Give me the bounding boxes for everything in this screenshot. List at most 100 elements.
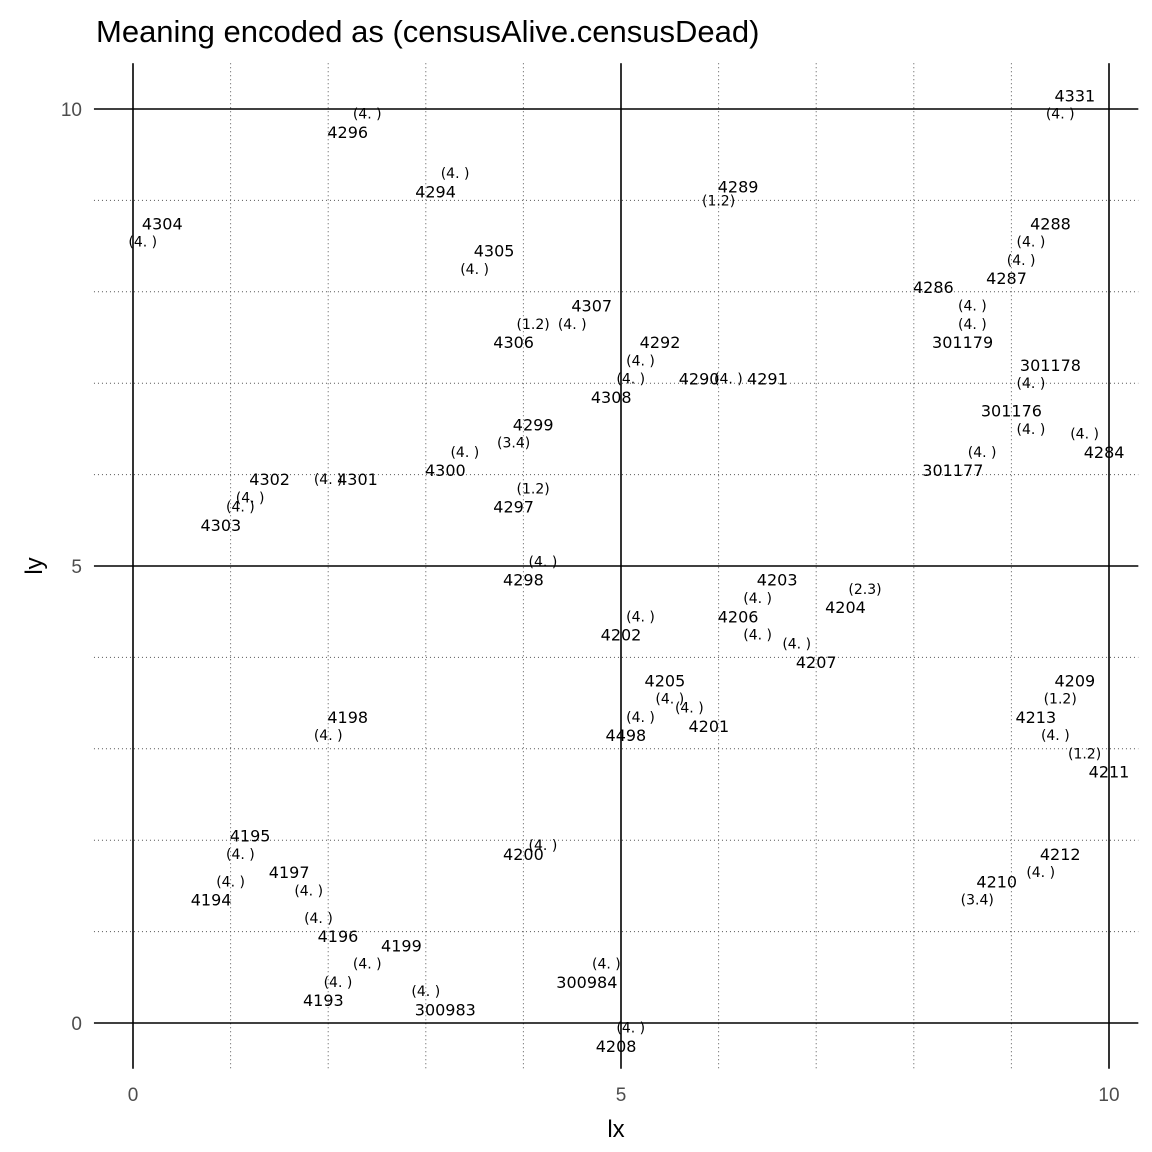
data-point: 4210 (3.4): [961, 872, 1017, 908]
data-point: 4212(4. ): [1026, 845, 1080, 881]
point-meaning-label: (4. ): [958, 299, 987, 315]
point-id-label: 4300: [425, 461, 466, 480]
point-id-label: 300984: [556, 973, 617, 992]
point-id-label: 4306: [493, 333, 534, 352]
point-meaning-label: (4. ): [353, 107, 382, 123]
data-point: 4307(4. ): [558, 297, 612, 333]
point-meaning-label: (4. ): [616, 372, 645, 388]
point-meaning-label: (1.2): [1044, 692, 1077, 708]
data-point: 4194(4. ): [191, 874, 245, 909]
data-point: 4304 (4. ): [128, 214, 182, 250]
chart-title: Meaning encoded as (censusAlive.censusDe…: [96, 14, 759, 49]
data-point: 4305(4. ): [460, 242, 514, 278]
point-id-label: 4211: [1089, 763, 1130, 782]
y-tick-label: 0: [71, 1014, 82, 1035]
point-id-label: 4203: [757, 571, 798, 590]
point-meaning-label: (4. ): [441, 166, 470, 182]
point-meaning-label: (4. ): [1070, 426, 1099, 442]
point-meaning-label: (4. ): [743, 628, 772, 644]
point-id-label: 4286: [913, 278, 954, 297]
point-id-label: 4193: [303, 991, 344, 1010]
data-point: 4203(4. ): [743, 571, 797, 607]
point-meaning-label: (4. ): [216, 874, 245, 890]
point-meaning-label: (4. ): [1007, 253, 1036, 269]
point-meaning-label: (4. ): [958, 317, 987, 333]
point-id-label: 4287: [986, 269, 1027, 288]
data-point: 4198(4. ): [314, 708, 368, 744]
point-id-label: 4303: [200, 516, 241, 535]
data-point: 4202(4. ): [601, 609, 655, 644]
point-meaning-label: (4. ): [626, 609, 655, 625]
data-point: 4294(4. ): [415, 166, 469, 201]
point-id-label: 4307: [571, 297, 612, 316]
point-id-label: 301179: [932, 333, 993, 352]
point-id-label: 4196: [318, 927, 359, 946]
point-id-label: 300983: [415, 1000, 476, 1019]
point-id-label: 4302: [249, 470, 290, 489]
x-tick-label: 10: [1098, 1085, 1119, 1106]
point-id-label: 4206: [718, 607, 759, 626]
data-point: 4288 (4. ): [1017, 214, 1071, 250]
point-id-label: 4290: [679, 370, 720, 389]
point-meaning-label: (1.2): [517, 317, 550, 333]
point-meaning-label: (4. ): [626, 353, 655, 369]
point-id-label: 4200: [503, 845, 544, 864]
point-meaning-label: (4. ): [450, 445, 479, 461]
point-id-label: 4298: [503, 571, 544, 590]
point-meaning-label: (1.2): [517, 481, 550, 497]
data-point: 4302(4. ): [236, 470, 290, 506]
data-point: 4286(4. ): [913, 278, 987, 314]
data-point: 4308: [591, 388, 632, 407]
x-tick-label: 5: [616, 1085, 627, 1106]
data-point: 4298(4. ): [503, 554, 557, 589]
point-id-label: 4210: [976, 872, 1017, 891]
data-point: 4200(4. ): [503, 838, 557, 864]
point-id-label: 4308: [591, 388, 632, 407]
data-point: 4197(4. ): [269, 863, 323, 899]
point-meaning-label: (4. ): [1017, 376, 1046, 392]
point-id-label: 4204: [825, 598, 866, 617]
data-point: 4196(4. ): [304, 911, 358, 946]
point-meaning-label: (4. ): [226, 847, 255, 863]
point-id-label: 4301: [337, 470, 378, 489]
point-meaning-label: (3.4): [961, 893, 994, 909]
data-point: 4199 (4. ): [353, 936, 422, 972]
point-meaning-label: (4. ): [128, 235, 157, 251]
data-point: 4193(4. ): [303, 975, 352, 1010]
point-id-label: 4292: [640, 333, 681, 352]
data-point: 4299 (3.4): [497, 415, 553, 451]
point-meaning-label: (4. ): [529, 554, 558, 570]
point-id-label: 4289: [718, 178, 759, 197]
data-point: 4201(4. ): [675, 701, 729, 736]
data-point: 301176(4. ): [981, 402, 1045, 438]
point-meaning-label: (4. ): [782, 637, 811, 653]
point-meaning-label: (4. ): [294, 883, 323, 899]
data-point: 4204(2.3): [825, 582, 881, 617]
point-meaning-label: (4. ): [675, 701, 704, 717]
data-point: 4209 (1.2): [1044, 671, 1096, 707]
point-meaning-label: (4. ): [411, 984, 440, 1000]
point-meaning-label: (4. ): [460, 262, 489, 278]
data-point: 4207(4. ): [782, 637, 836, 672]
data-point: 4290(4. ): [679, 370, 743, 389]
y-axis-title: ly: [21, 557, 48, 574]
point-meaning-label: (1.2): [1068, 746, 1101, 762]
point-id-label: 4205: [645, 671, 686, 690]
point-meaning-label: (2.3): [848, 582, 881, 598]
point-id-label: 4212: [1040, 845, 1081, 864]
point-meaning-label: (4. ): [529, 838, 558, 854]
data-point: 4292(4. ): [626, 333, 680, 369]
point-id-label: 4198: [327, 708, 368, 727]
point-id-label: 4202: [601, 626, 642, 645]
point-meaning-label: (4. ): [1041, 728, 1070, 744]
data-point: 4300(4. ): [425, 445, 479, 480]
data-point: 4297(1.2): [493, 481, 549, 516]
data-point: 4306(1.2): [493, 317, 549, 352]
point-id-label: 4284: [1084, 443, 1125, 462]
point-meaning-label: (4. ): [714, 372, 743, 388]
point-id-label: 301178: [1020, 356, 1081, 375]
data-point: 301179(4. ): [932, 317, 993, 352]
point-id-label: 4208: [596, 1037, 637, 1056]
data-point: 4213(4. ): [1015, 708, 1069, 744]
